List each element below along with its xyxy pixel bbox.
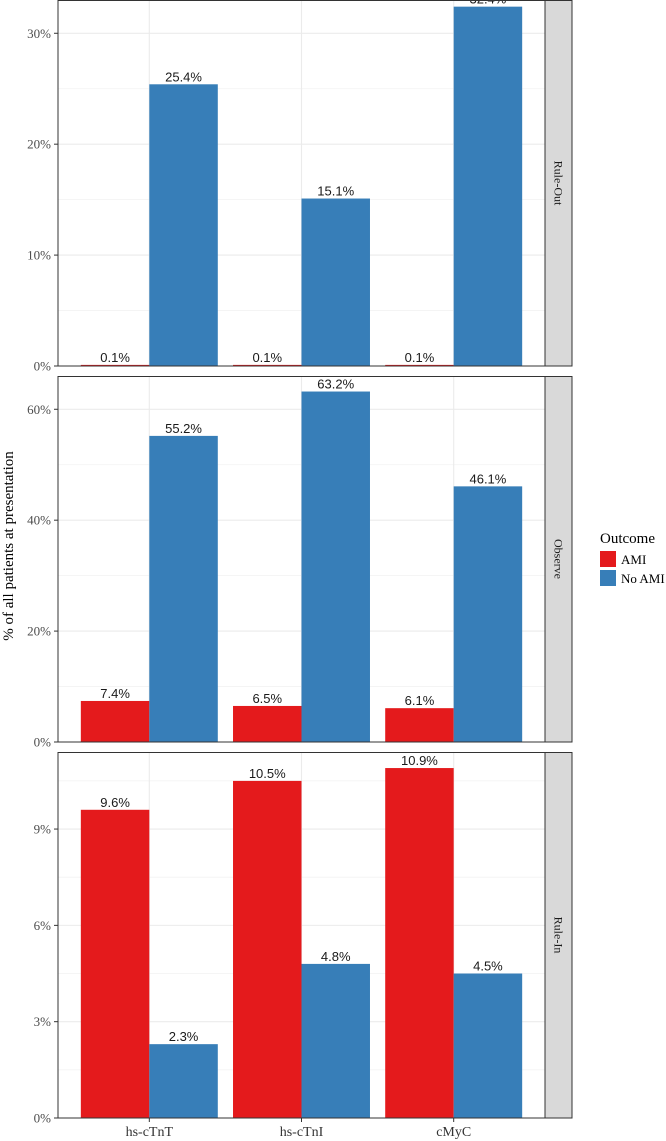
y-tick-label: 6% [34, 918, 52, 933]
bar-label: 0.1% [405, 350, 435, 365]
bar-label: 9.6% [100, 795, 130, 810]
bar-rule-out-hs-ctni-no-ami [301, 198, 370, 366]
bar-rule-out-cmyc-ami [385, 364, 454, 366]
x-tick-label: hs-cTnT [126, 1125, 174, 1140]
bar-observe-hs-ctni-no-ami [301, 391, 370, 742]
bar-label: 7.4% [100, 686, 130, 701]
bar-label: 10.5% [249, 766, 286, 781]
bar-label: 4.8% [321, 949, 351, 964]
bar-label: 6.1% [405, 693, 435, 708]
bar-label: 10.9% [401, 753, 438, 768]
bar-rule-out-hs-ctnt-no-ami [149, 84, 218, 367]
bar-label: 4.5% [473, 959, 503, 974]
y-tick-label: 3% [34, 1014, 52, 1029]
bar-label: 2.3% [169, 1029, 199, 1044]
bar-label: 0.1% [100, 350, 130, 365]
legend: Outcome AMI No AMI [600, 531, 665, 586]
bar-label: 0.1% [252, 350, 282, 365]
x-tick-label: hs-cTnI [280, 1125, 324, 1140]
bar-rule-in-hs-ctni-ami [233, 780, 302, 1118]
facet-strip-label: Rule-Out [552, 161, 566, 206]
y-tick-label: 0% [34, 1111, 52, 1126]
legend-swatch-ami [600, 551, 616, 567]
bar-rule-in-hs-ctnt-ami [80, 809, 150, 1118]
y-tick-label: 30% [27, 26, 51, 41]
panel-observe: 0% 20% 40% 60% 7.4% 6.5% 6.1% 55.2% 63.2% 46.1% Ob… [27, 376, 573, 750]
facet-strip-label: Rule-In [552, 917, 566, 954]
facet-strip [544, 0, 573, 367]
bar-label: 15.1% [317, 184, 354, 199]
legend-label-ami: AMI [621, 552, 646, 567]
bar-label: 55.2% [165, 421, 202, 436]
bar-rule-in-cmyc-no-ami [453, 973, 523, 1118]
bar-label: 63.2% [317, 377, 354, 392]
legend-swatch-no-ami [600, 570, 616, 586]
bar-observe-cmyc-ami [385, 708, 454, 742]
facet-strip [544, 376, 573, 743]
bar-label: 25.4% [165, 69, 202, 84]
panel-rule-in: 0% 3% 6% 9% 9.6% 10.5% 10.9% 2.3% 4.8% 4.5% Rule-I… [34, 752, 573, 1126]
bar-rule-out-hs-ctni-ami [233, 364, 302, 366]
panel-rule-out: 0% 10% 20% 30% 0.1% 0.1% 0.1% 25.4% 15.1% 32.4% Ru… [27, 0, 573, 374]
y-tick-label: 10% [27, 248, 51, 263]
legend-title: Outcome [600, 531, 655, 547]
bar-observe-hs-ctnt-no-ami [149, 435, 218, 742]
bar-label: 32.4% [469, 0, 506, 7]
facet-strip [544, 752, 573, 1119]
bar-rule-in-hs-ctnt-no-ami [149, 1044, 218, 1118]
bar-rule-in-hs-ctni-no-ami [301, 963, 370, 1118]
chart-panels: 0% 10% 20% 30% 0.1% 0.1% 0.1% 25.4% 15.1% 32.4% Ru… [27, 0, 573, 1126]
y-axis-title: % of all patients at presentation [1, 451, 17, 641]
bar-rule-in-cmyc-ami [385, 768, 454, 1118]
y-tick-label: 60% [27, 402, 51, 417]
y-tick-label: 20% [27, 137, 51, 152]
bar-observe-hs-ctni-ami [233, 705, 302, 742]
bar-observe-cmyc-no-ami [453, 486, 523, 742]
y-tick-label: 0% [34, 735, 52, 750]
facet-strip-label: Observe [552, 539, 566, 579]
x-axis: hs-cTnT hs-cTnI cMyC [126, 1118, 471, 1140]
y-tick-label: 20% [27, 624, 51, 639]
x-tick-label: cMyC [436, 1125, 471, 1140]
y-tick-label: 9% [34, 822, 52, 837]
y-tick-label: 40% [27, 513, 51, 528]
bar-label: 6.5% [252, 691, 282, 706]
bar-observe-hs-ctnt-ami [80, 700, 150, 742]
y-tick-label: 0% [34, 359, 52, 374]
bar-label: 46.1% [469, 471, 506, 486]
bar-rule-out-cmyc-no-ami [453, 6, 523, 367]
bar-rule-out-hs-ctnt-ami [80, 364, 150, 366]
legend-label-no-ami: No AMI [621, 571, 665, 586]
